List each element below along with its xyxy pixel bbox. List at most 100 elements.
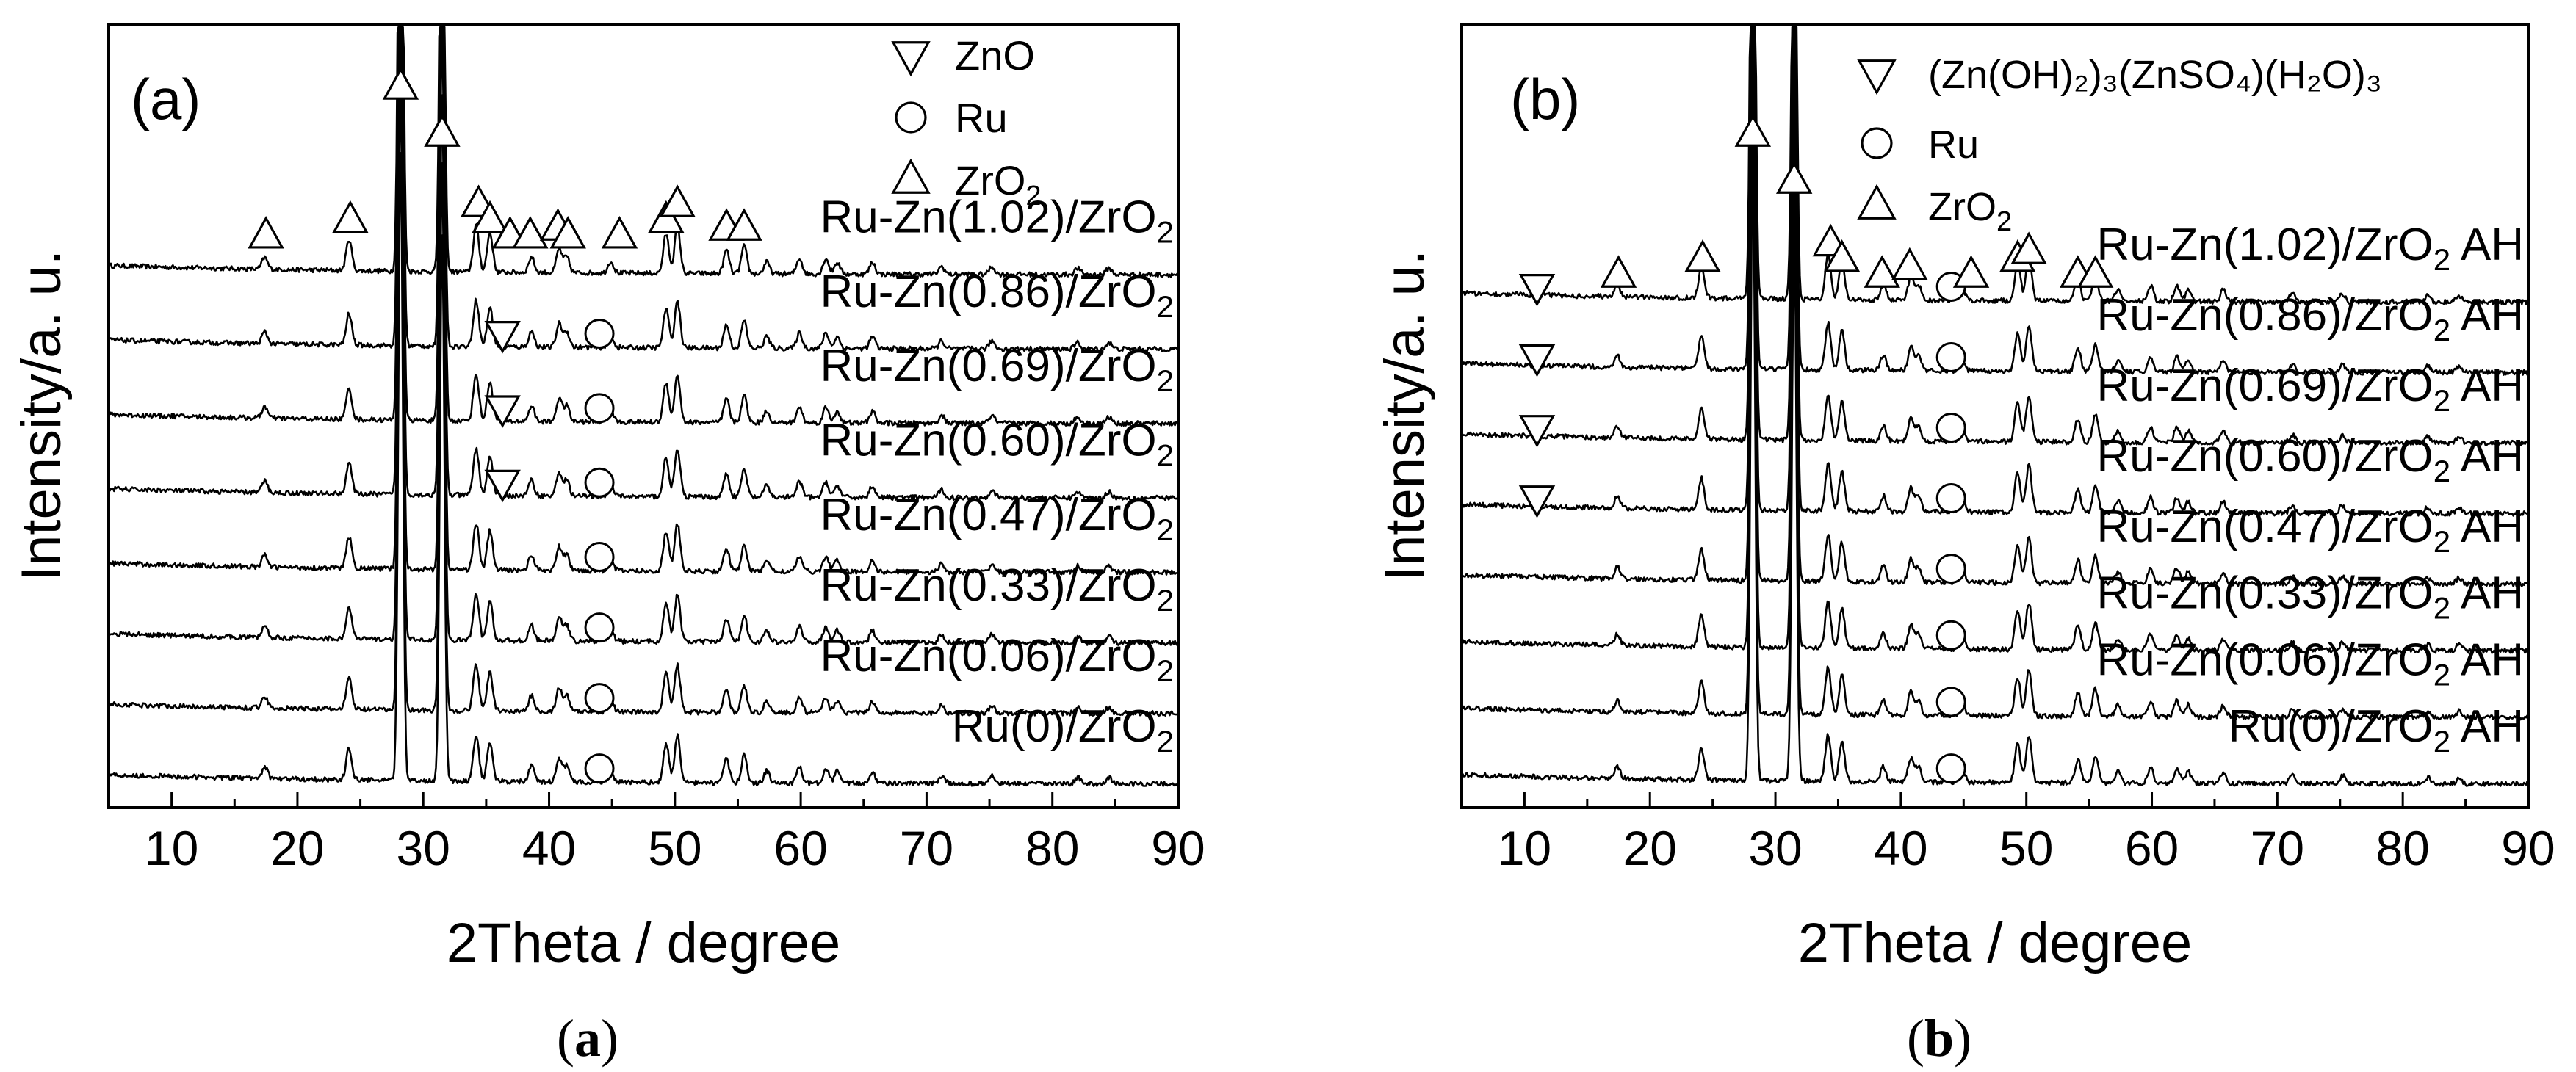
ru-marker-circle (584, 542, 615, 573)
zro2-marker-triangle (1600, 255, 1637, 288)
ru-marker-circle (584, 393, 615, 424)
series-label: Ru-Zn(0.33)/ZrO2 (820, 560, 1174, 618)
legend-label: Ru (955, 95, 1008, 141)
zro2-marker-triangle (549, 216, 586, 249)
xrd-trace-line (108, 26, 1179, 576)
x-tick-label: 30 (397, 821, 450, 875)
xrd-trace-line (1461, 26, 2530, 305)
zro2-marker-triangle (726, 208, 762, 241)
zro2-marker-triangle (1775, 161, 1813, 194)
xrd-trace-line (107, 26, 1180, 352)
zro2-marker-triangle (1823, 239, 1861, 272)
ru-marker-circle (584, 467, 615, 498)
ru-marker-circle (584, 753, 615, 784)
phase-markers-b (1518, 114, 2114, 784)
caption-b: (b) (1907, 1009, 1971, 1068)
x-axis-title-b: 2Theta / degree (1798, 912, 2193, 974)
x-tick-label: 70 (2251, 821, 2304, 875)
x-tick-label: 60 (2125, 821, 2179, 875)
x-tick-label: 60 (773, 821, 827, 875)
x-tick-label: 80 (1025, 821, 1079, 875)
x-tick-label: 30 (1748, 821, 1802, 875)
x-tick-label: 10 (1498, 821, 1551, 875)
legend-b: (Zn(OH)₂)₃(ZnSO₄)(H₂O)₃ Ru ZrO2 (1857, 53, 2382, 237)
x-tick-label: 20 (1623, 821, 1677, 875)
zro2-marker-triangle (2077, 255, 2114, 288)
x-tick-label: 90 (1151, 821, 1205, 875)
series-label: Ru-Zn(0.47)/ZrO2 AH (2097, 501, 2525, 559)
xrd-trace-line (1460, 26, 2529, 446)
x-ticks-a: 10 20 30 40 50 60 70 80 90 (145, 792, 1205, 875)
series-label: Ru-Zn(1.02)/ZrO2 (820, 192, 1174, 249)
ru-marker-circle (1935, 620, 1966, 651)
legend-circle-icon (895, 101, 927, 134)
panel-b: (b) Intensity/a. u. 2Theta / degree 10 20… (1374, 23, 2555, 974)
xrd-trace-line (1461, 26, 2530, 654)
zro2-marker-triangle (512, 216, 549, 249)
ru-marker-circle (584, 612, 615, 643)
zno-marker-triangle (1518, 274, 1556, 307)
series-label: Ru-Zn(0.69)/ZrO2 AH (2097, 361, 2525, 418)
zro2-marker-triangle (1891, 247, 1928, 280)
xrd-trace-line (1461, 26, 2530, 587)
x-tick-label: 80 (2375, 821, 2429, 875)
zno-marker-triangle (1518, 344, 1556, 377)
xrd-trace-line (108, 83, 1179, 717)
xrd-trace-line (107, 26, 1179, 278)
legend-up-triangle-icon (1857, 184, 1897, 220)
series-label: Ru-Zn(0.69)/ZrO2 (820, 341, 1174, 398)
xrd-trace-line (1460, 26, 2530, 376)
x-tick-label: 50 (648, 821, 701, 875)
zro2-marker-triangle (1684, 239, 1721, 272)
zro2-marker-triangle (2010, 231, 2047, 264)
x-tick-label: 40 (1874, 821, 1927, 875)
xrd-trace-line (1461, 155, 2530, 787)
series-label: Ru(0)/ZrO2 (952, 701, 1174, 758)
traces-b (1460, 26, 2530, 787)
zro2-marker-triangle (248, 216, 284, 249)
series-label: Ru-Zn(0.86)/ZrO2 AH (2097, 290, 2525, 347)
ru-marker-circle (1935, 687, 1966, 717)
ru-marker-circle (1935, 413, 1966, 443)
panel-a: (a) Intensity/a. u. 2Theta / degree 10 20… (10, 23, 1205, 974)
traces-a (107, 26, 1180, 787)
caption-letter-b: b (1924, 1009, 1954, 1068)
ru-marker-circle (1935, 341, 1966, 372)
series-label: Ru(0)/ZrO2 AH (2229, 701, 2524, 758)
y-axis-title-b: Intensity/a. u. (1374, 250, 1436, 582)
x-tick-label: 90 (2501, 821, 2555, 875)
series-labels-b: Ru-Zn(1.02)/ZrO2 AH Ru-Zn(0.86)/ZrO2 AH Ru… (2097, 220, 2525, 758)
x-axis-title-a: 2Theta / degree (447, 912, 841, 974)
panel-label-b: (b) (1510, 67, 1580, 131)
zro2-marker-triangle (332, 200, 369, 233)
zno-marker-triangle (484, 469, 521, 503)
zno-marker-triangle (484, 321, 521, 354)
plot-frame-b (1460, 23, 2530, 809)
legend-label: ZrO2 (955, 157, 1042, 211)
legend-label: Ru (1928, 123, 1979, 167)
x-tick-label: 50 (1999, 821, 2053, 875)
zro2-marker-triangle (382, 67, 419, 100)
series-label: Ru-Zn(0.06)/ZrO2 AH (2097, 634, 2525, 692)
zro2-marker-triangle (1734, 114, 1772, 147)
legend-label: (Zn(OH)₂)₃(ZnSO₄)(H₂O)₃ (1928, 53, 2382, 97)
phase-markers-a (248, 67, 762, 784)
legend-down-triangle-icon (891, 41, 931, 77)
series-label: Ru-Zn(0.60)/ZrO2 (820, 416, 1174, 473)
zro2-marker-triangle (659, 184, 696, 217)
ru-marker-circle (1935, 753, 1966, 784)
legend-circle-icon (1861, 127, 1893, 159)
zro2-marker-triangle (601, 216, 638, 249)
legend-up-triangle-icon (891, 158, 931, 194)
xrd-trace-line (108, 26, 1180, 501)
xrd-trace-line (107, 26, 1180, 427)
zno-marker-triangle (1518, 415, 1556, 448)
series-label: Ru-Zn(0.33)/ZrO2 AH (2097, 568, 2525, 626)
svg-text:(b): (b) (1907, 1009, 1971, 1068)
legend-a: ZnO Ru ZrO2 (891, 32, 1042, 211)
panel-label-a: (a) (131, 67, 201, 131)
ru-marker-circle (584, 318, 615, 349)
zro2-marker-triangle (472, 200, 508, 233)
x-tick-label: 20 (270, 821, 324, 875)
